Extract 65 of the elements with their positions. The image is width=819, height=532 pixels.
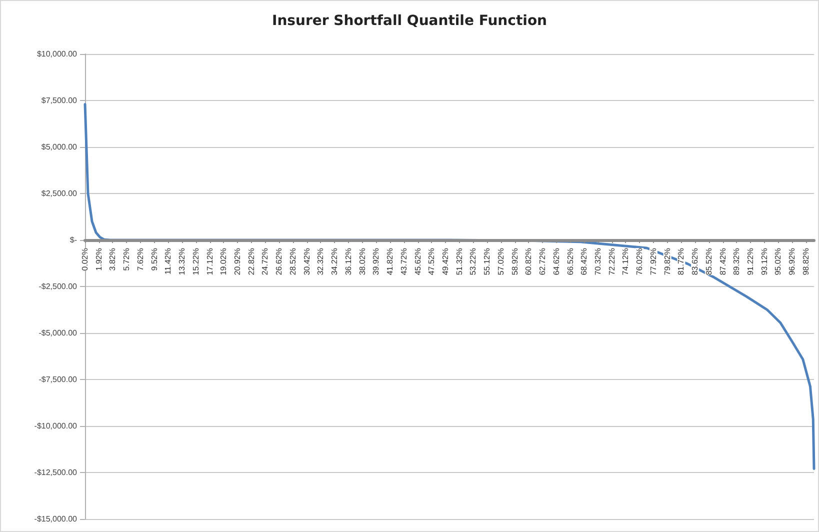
y-tick-label: -$12,500.00 xyxy=(34,468,78,477)
x-tick-label: 22.82% xyxy=(246,248,256,276)
x-tick-label: 24.72% xyxy=(260,248,270,276)
x-tick-label: 30.42% xyxy=(302,248,312,276)
x-tick-label: 68.42% xyxy=(580,248,589,276)
x-tick-label: 20.92% xyxy=(233,248,242,276)
x-tick-label: 77.92% xyxy=(648,248,658,276)
y-tick-label: -$10,000.00 xyxy=(34,422,78,430)
x-tick-label: 55.12% xyxy=(482,248,492,276)
x-tick-label: 39.92% xyxy=(372,248,381,276)
y-tick-label: $7,500.00 xyxy=(41,96,78,105)
x-tick-label: 74.12% xyxy=(621,248,630,276)
x-tick-label: 64.62% xyxy=(552,248,561,276)
x-tick-label: 95.02% xyxy=(774,248,783,276)
x-tick-label: 53.22% xyxy=(468,248,478,276)
y-tick-label: $10,000.00 xyxy=(36,50,78,58)
y-tick-label: $5,000.00 xyxy=(41,142,78,152)
x-tick-label: 60.82% xyxy=(524,248,534,276)
y-tick-label: -$15,000.00 xyxy=(34,514,78,524)
x-tick-label: 19.02% xyxy=(219,248,228,276)
x-tick-label: 3.82% xyxy=(108,248,118,271)
x-tick-label: 83.62% xyxy=(690,248,700,276)
x-tick-label: 87.42% xyxy=(718,248,728,276)
x-tick-label: 49.42% xyxy=(440,248,450,276)
x-tick-label: 26.62% xyxy=(274,248,284,276)
chart-title: Insurer Shortfall Quantile Function xyxy=(272,13,548,29)
y-tick-label: $2,500.00 xyxy=(41,189,78,198)
y-tick-label: -$7,500.00 xyxy=(38,375,78,384)
x-tick-label: 98.82% xyxy=(801,248,810,276)
x-tick-label: 11.42% xyxy=(164,248,173,275)
x-tick-label: 85.52% xyxy=(704,248,714,276)
x-tick-label: 13.32% xyxy=(178,248,187,276)
x-tick-label: 0.02% xyxy=(80,248,90,271)
x-tick-label: 57.02% xyxy=(496,248,506,276)
y-tick-label: -$5,000.00 xyxy=(38,328,78,338)
x-tick-label: 62.72% xyxy=(538,248,548,276)
x-tick-label: 89.32% xyxy=(732,248,742,276)
x-tick-label: 66.52% xyxy=(566,248,575,276)
x-tick-label: 28.52% xyxy=(288,248,298,276)
x-tick-label: 1.92% xyxy=(94,248,104,271)
x-tick-label: 76.02% xyxy=(635,248,644,276)
y-tick-label: -$2,500.00 xyxy=(38,282,78,291)
x-tick-label: 47.52% xyxy=(427,248,436,276)
x-tick-label: 96.92% xyxy=(788,248,797,276)
x-tick-label: 79.82% xyxy=(662,248,672,276)
x-tick-label: 43.72% xyxy=(399,248,408,276)
x-tick-label: 81.72% xyxy=(676,248,686,276)
x-tick-label: 9.52% xyxy=(150,248,159,271)
x-tick-label: 91.22% xyxy=(746,248,756,276)
x-tick-label: 7.62% xyxy=(136,248,145,271)
x-tick-label: 58.92% xyxy=(510,248,520,276)
x-tick-label: 93.12% xyxy=(760,248,769,276)
x-tick-label: 51.32% xyxy=(454,248,464,276)
x-tick-label: 72.22% xyxy=(607,248,616,276)
x-tick-label: 70.32% xyxy=(594,248,602,276)
x-tick-label: 5.72% xyxy=(122,248,132,271)
x-tick-label: 41.82% xyxy=(386,248,395,276)
x-tick-label: 15.22% xyxy=(191,248,200,276)
x-tick-label: 45.62% xyxy=(413,248,422,276)
y-tick-label: $- xyxy=(70,236,78,244)
x-tick-label: 32.32% xyxy=(316,248,326,276)
x-tick-label: 17.12% xyxy=(205,248,214,276)
x-tick-label: 34.22% xyxy=(330,248,340,276)
x-tick-label: 36.12% xyxy=(344,248,353,276)
x-tick-label: 38.02% xyxy=(358,248,367,276)
